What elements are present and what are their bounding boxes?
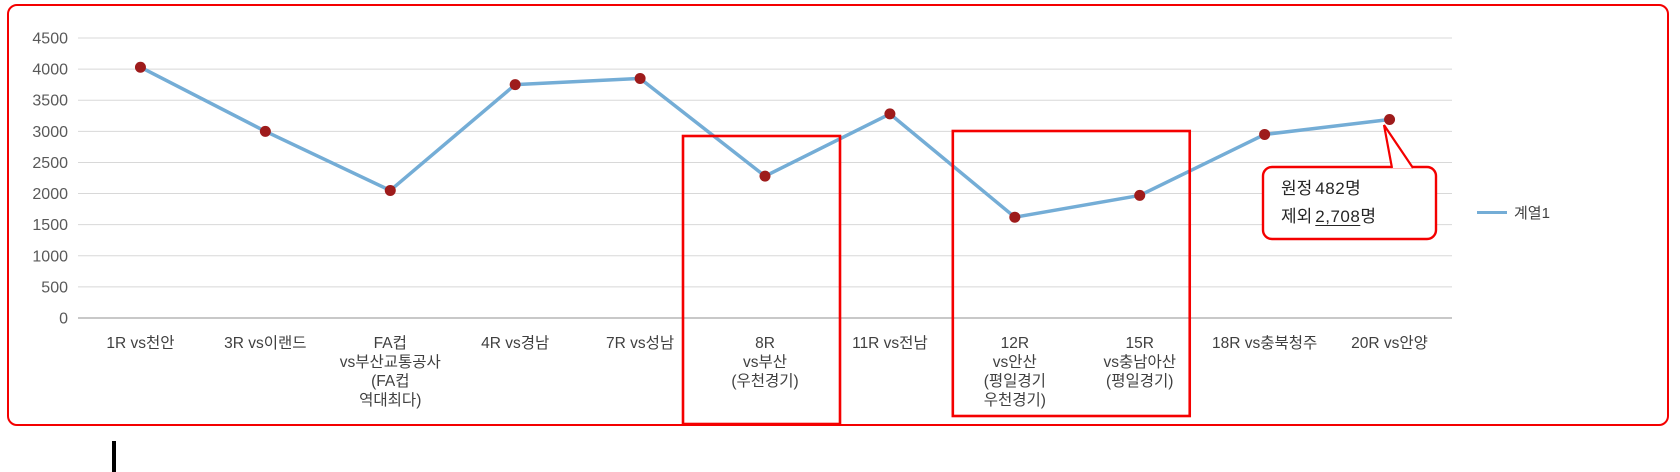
data-point-marker	[1384, 114, 1396, 126]
y-tick-label: 4500	[32, 31, 68, 48]
data-point-marker	[134, 61, 146, 73]
x-axis-label: 역대최다)	[359, 391, 421, 409]
legend-series-label: 계열1	[1514, 205, 1550, 222]
x-axis-label: vs충남아산	[1103, 353, 1176, 371]
legend-line-swatch	[1477, 211, 1507, 214]
callout-annotation: 원정 482명 제외 2,708명	[1281, 175, 1431, 231]
x-axis-label: 8R	[755, 335, 775, 352]
y-tick-label: 0	[59, 311, 68, 328]
y-tick-label: 3000	[32, 124, 68, 141]
x-axis-label: 7R vs성남	[606, 334, 674, 352]
y-tick-label: 1500	[32, 217, 68, 234]
callout-number: 482	[1315, 179, 1346, 198]
x-axis-label: 18R vs충북청주	[1212, 334, 1317, 352]
data-point-marker	[759, 170, 771, 182]
callout-number: 2,708	[1315, 207, 1361, 226]
x-axis-label: 3R vs이랜드	[224, 334, 306, 352]
y-tick-label: 3500	[32, 93, 68, 110]
data-point-marker	[509, 79, 521, 91]
x-axis-label: 12R	[1001, 335, 1029, 352]
data-point-marker	[384, 184, 396, 196]
data-point-marker	[884, 108, 896, 120]
callout-text: 명	[1360, 207, 1376, 226]
y-tick-label: 2000	[32, 186, 68, 203]
x-axis-label: 11R vs전남	[852, 334, 928, 352]
data-point-marker	[1134, 189, 1146, 201]
x-axis-label: (우천경기)	[731, 372, 798, 390]
x-axis-label: vs부산교통공사	[340, 353, 441, 371]
data-point-marker	[1259, 128, 1271, 140]
y-tick-label: 4000	[32, 62, 68, 79]
x-axis-label: 15R	[1126, 335, 1154, 352]
x-axis-label: (FA컵	[371, 372, 409, 390]
x-axis-label: vs부산	[743, 353, 787, 371]
callout-line-1: 원정 482명	[1281, 175, 1431, 203]
x-axis-label: 우천경기)	[984, 391, 1046, 409]
data-point-marker	[259, 125, 271, 137]
callout-text: 원정	[1281, 179, 1313, 198]
highlight-box	[951, 129, 1192, 418]
data-point-marker	[634, 72, 646, 84]
y-tick-label: 1000	[32, 248, 68, 265]
x-axis-label: 20R vs안양	[1351, 334, 1428, 352]
x-axis-label: (평일경기)	[1106, 372, 1173, 390]
series-line	[138, 65, 1392, 219]
callout-pointer	[1382, 124, 1414, 169]
x-axis-label: FA컵	[374, 334, 407, 352]
data-point-marker	[1009, 211, 1021, 223]
x-axis-label: 1R vs천안	[106, 334, 174, 352]
x-axis-label: 4R vs경남	[481, 334, 549, 352]
text-cursor-mark	[112, 441, 116, 472]
highlight-box	[681, 134, 842, 426]
x-axis-label: vs안산	[993, 353, 1037, 371]
callout-text: 명	[1345, 179, 1361, 198]
legend: 계열1	[1477, 202, 1550, 223]
y-tick-label: 500	[41, 279, 68, 296]
x-axis-label: (평일경기	[984, 372, 1046, 390]
y-tick-label: 2500	[32, 155, 68, 172]
callout-line-2: 제외 2,708명	[1281, 203, 1431, 231]
callout-box	[1261, 165, 1438, 241]
callout-text: 제외	[1281, 207, 1313, 226]
